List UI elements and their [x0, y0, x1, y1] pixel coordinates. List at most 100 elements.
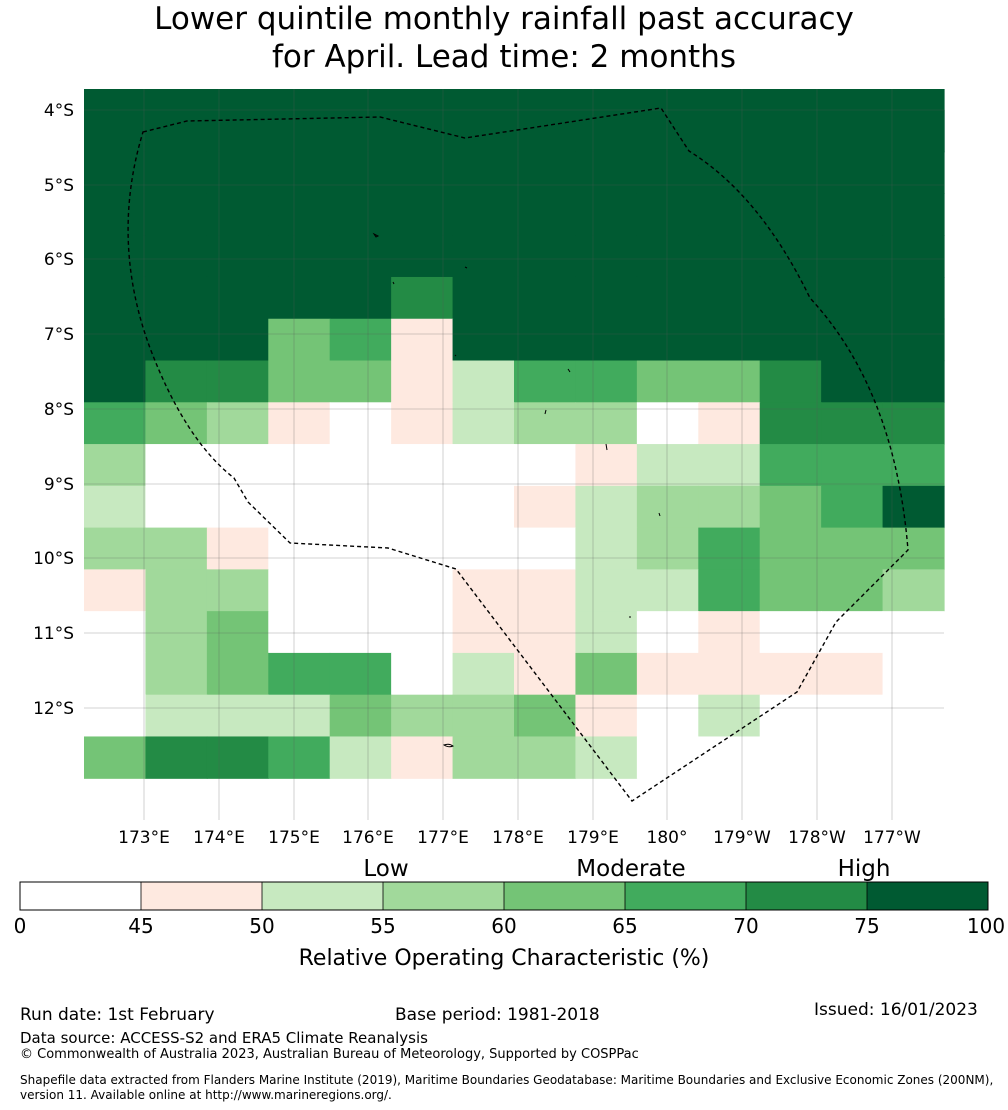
colorbar-swatch [20, 882, 141, 910]
grid-cell [452, 318, 515, 362]
grid-cell [452, 485, 515, 529]
grid-cell [575, 151, 638, 195]
grid-cell [882, 109, 945, 153]
grid-cell [636, 485, 699, 529]
grid-cell [514, 611, 577, 654]
grid-cell [882, 485, 945, 529]
grid-cell [882, 444, 945, 487]
grid-cell [206, 569, 269, 612]
colorbar [19, 881, 989, 911]
grid-cell [759, 485, 822, 529]
grid-cell [821, 151, 884, 195]
grid-cell [514, 193, 577, 236]
grid-cell [698, 235, 761, 278]
grid-cell [698, 109, 761, 153]
grid-cell [452, 235, 515, 278]
grid-cell [698, 402, 761, 445]
grid-cell [145, 402, 208, 445]
lon-label: 175°E [268, 828, 320, 848]
map-title-line-2: for April. Lead time: 2 months [271, 39, 737, 75]
grid-cell [575, 652, 638, 696]
grid-cell [268, 360, 331, 403]
grid-cell [575, 694, 638, 738]
grid-cell [391, 276, 454, 320]
data-source: Data source: ACCESS-S2 and ERA5 Climate … [20, 1029, 428, 1047]
island-outline [392, 281, 395, 285]
grid-cell [882, 569, 945, 612]
grid-cell [84, 276, 147, 320]
grid-cell [759, 402, 822, 445]
grid-cell [698, 318, 761, 362]
grid-cell [329, 527, 392, 570]
grid-cell [145, 485, 208, 529]
island-outline [567, 368, 571, 373]
grid-cell [514, 569, 577, 612]
grid-cell [391, 402, 454, 445]
grid-cell [636, 235, 699, 278]
grid-cell [206, 360, 269, 403]
grid-cell [452, 527, 515, 570]
lon-label: 180° [647, 828, 688, 848]
grid-cell [206, 402, 269, 445]
grid-cell [759, 151, 822, 195]
grid-cell [391, 485, 454, 529]
grid-cell [84, 569, 147, 612]
grid-cell [514, 485, 577, 529]
grid-cell [698, 276, 761, 320]
grid-cell [698, 151, 761, 195]
grid-cell [329, 402, 392, 445]
grid-cell [821, 109, 884, 153]
lon-label: 176°E [342, 828, 394, 848]
grid-cell [329, 151, 392, 195]
grid-cell [821, 235, 884, 278]
accuracy-grid [84, 89, 945, 779]
grid-cell [636, 360, 699, 403]
lon-label: 177°W [863, 828, 921, 848]
copyright: © Commonwealth of Australia 2023, Austra… [20, 1047, 639, 1062]
lat-label: 10°S [33, 549, 74, 569]
legend-category-low: Low [363, 856, 408, 882]
grid-cell [329, 444, 392, 487]
grid-cell [636, 694, 699, 738]
grid-cell [698, 611, 761, 654]
grid-cell [882, 151, 945, 195]
grid-cell [514, 276, 577, 320]
grid-cell [514, 652, 577, 696]
grid-cell [391, 569, 454, 612]
grid-cell [329, 276, 392, 320]
grid-cell [759, 694, 822, 738]
colorbar-tick-label: 0 [14, 914, 27, 938]
grid-cell [514, 360, 577, 403]
grid-cell [636, 276, 699, 320]
grid-cell [514, 694, 577, 738]
map-title-line-1: Lower quintile monthly rainfall past acc… [154, 1, 854, 37]
grid-cell [452, 611, 515, 654]
island-outline [605, 443, 608, 451]
grid-cell [575, 485, 638, 529]
lat-label: 11°S [33, 624, 74, 644]
grid-cell [759, 444, 822, 487]
grid-cell [268, 318, 331, 362]
grid-cell [636, 652, 699, 696]
grid-cell [268, 109, 331, 153]
lon-label: 178°W [788, 828, 846, 848]
grid-cell [329, 694, 392, 738]
grid-cell [759, 235, 822, 278]
grid-cell [206, 193, 269, 236]
grid-cell [759, 569, 822, 612]
grid-cell [268, 193, 331, 236]
grid-cell [575, 527, 638, 570]
grid-cell [84, 193, 147, 236]
lat-label: 6°S [44, 250, 74, 270]
grid-cell [329, 611, 392, 654]
grid-cell [452, 151, 515, 195]
grid-cell [145, 652, 208, 696]
grid-cell [145, 527, 208, 570]
grid-cell [329, 736, 392, 779]
colorbar-swatch [383, 882, 504, 910]
grid-cell [882, 527, 945, 570]
grid-cell [636, 444, 699, 487]
grid-cell [329, 235, 392, 278]
colorbar-axis-label: Relative Operating Characteristic (%) [299, 946, 710, 971]
grid-cell [575, 611, 638, 654]
